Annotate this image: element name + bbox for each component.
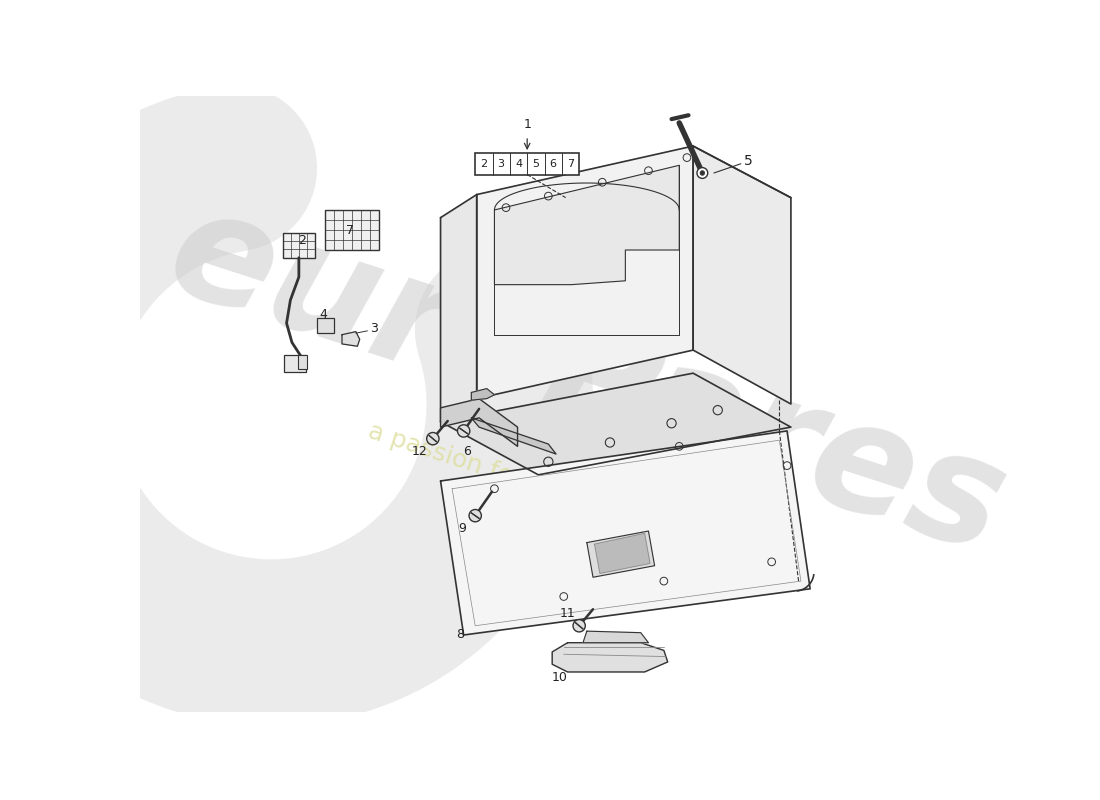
Polygon shape — [440, 194, 476, 422]
Circle shape — [458, 425, 470, 437]
Text: 10: 10 — [552, 671, 568, 684]
Text: 3: 3 — [371, 322, 378, 335]
Text: 2: 2 — [298, 234, 306, 247]
Polygon shape — [472, 389, 495, 400]
Polygon shape — [594, 534, 650, 574]
Circle shape — [697, 168, 707, 178]
Circle shape — [469, 510, 482, 522]
Text: 9: 9 — [459, 522, 466, 535]
Bar — [326, 210, 378, 250]
Bar — [318, 318, 334, 333]
Text: 7: 7 — [345, 224, 354, 238]
Text: 3: 3 — [497, 158, 505, 169]
Polygon shape — [583, 631, 649, 642]
Text: 4: 4 — [320, 308, 328, 321]
Text: 4: 4 — [515, 158, 522, 169]
Polygon shape — [587, 531, 654, 578]
Circle shape — [427, 433, 439, 445]
Text: 12: 12 — [411, 446, 428, 458]
Circle shape — [573, 619, 585, 632]
Text: 1: 1 — [524, 118, 531, 131]
Polygon shape — [342, 332, 360, 346]
Bar — [298, 355, 307, 370]
Polygon shape — [472, 418, 556, 454]
Polygon shape — [440, 398, 517, 446]
Circle shape — [700, 170, 705, 175]
Text: a passion for parts since 1985: a passion for parts since 1985 — [365, 419, 732, 558]
Bar — [475, 153, 579, 174]
Polygon shape — [693, 146, 791, 404]
Text: 5: 5 — [532, 158, 539, 169]
Polygon shape — [440, 431, 810, 635]
Text: 11: 11 — [560, 607, 575, 620]
Text: euroPares: euroPares — [151, 176, 1023, 586]
Bar — [283, 233, 315, 258]
Polygon shape — [476, 146, 693, 398]
Text: 2: 2 — [481, 158, 487, 169]
Text: 5: 5 — [745, 154, 752, 169]
Text: 6: 6 — [463, 446, 472, 458]
Text: 6: 6 — [550, 158, 557, 169]
Polygon shape — [495, 166, 680, 285]
Polygon shape — [440, 373, 791, 475]
Bar — [284, 354, 306, 372]
Polygon shape — [552, 642, 668, 672]
Text: 7: 7 — [566, 158, 574, 169]
Text: 8: 8 — [455, 629, 464, 642]
